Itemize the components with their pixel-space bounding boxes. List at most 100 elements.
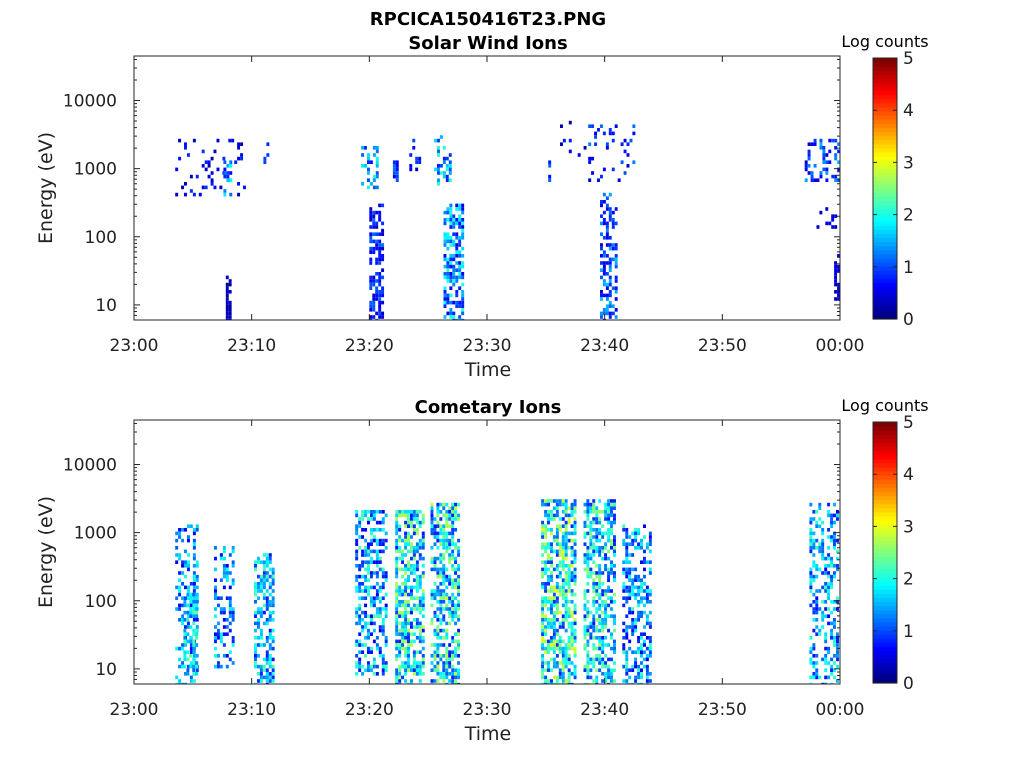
heatmap-cell <box>446 272 450 276</box>
heatmap-cell <box>222 564 226 568</box>
heatmap-cell <box>407 664 410 669</box>
heatmap-cell <box>372 239 376 244</box>
colorbar-segment <box>873 233 897 239</box>
heatmap-cell <box>355 538 359 543</box>
heatmap-cell <box>610 531 613 536</box>
heatmap-cell <box>265 553 269 557</box>
heatmap-cell <box>410 589 413 593</box>
heatmap-cell <box>412 654 416 658</box>
heatmap-cell <box>225 625 229 629</box>
heatmap-cell <box>401 636 405 640</box>
heatmap-cell <box>610 520 613 525</box>
heatmap-cell <box>361 564 365 568</box>
heatmap-cell <box>183 650 187 654</box>
heatmap-cell <box>384 607 388 611</box>
heatmap-cell <box>225 578 229 582</box>
colorbar-segment <box>873 650 897 656</box>
heatmap-cell <box>561 614 565 618</box>
heatmap-cell <box>436 506 440 510</box>
heatmap-cell <box>445 664 449 669</box>
heatmap-cell <box>555 600 559 604</box>
heatmap-cell <box>439 171 443 175</box>
heatmap-cell <box>614 124 618 128</box>
heatmap-cell <box>552 567 556 572</box>
heatmap-cell <box>358 618 362 622</box>
heatmap-cell <box>187 585 190 590</box>
colorbar-segment <box>873 98 897 104</box>
heatmap-cell <box>192 138 196 143</box>
heatmap-cell <box>605 293 609 298</box>
heatmap-cell <box>608 218 612 222</box>
colorbar-segment <box>873 609 897 615</box>
colorbar-segment <box>873 601 897 607</box>
heatmap-cell <box>367 153 370 157</box>
heatmap-cell <box>378 218 382 222</box>
heatmap-cell <box>583 646 587 651</box>
heatmap-cell <box>369 218 373 222</box>
heatmap-cell <box>607 556 611 561</box>
heatmap-cell <box>415 167 419 172</box>
heatmap-cell <box>455 243 459 247</box>
heatmap-cell <box>547 625 550 629</box>
heatmap-cell <box>216 167 220 172</box>
heatmap-cell <box>648 621 652 626</box>
heatmap-cell <box>600 246 603 251</box>
heatmap-cell <box>836 650 839 654</box>
heatmap-cell <box>446 232 450 236</box>
heatmap-cell <box>547 682 550 684</box>
heatmap-cell <box>442 506 446 510</box>
heatmap-cell <box>225 311 229 316</box>
heatmap-cell <box>449 279 453 283</box>
heatmap-cell <box>648 610 652 615</box>
heatmap-cell <box>592 643 596 647</box>
heatmap-cell <box>436 625 440 629</box>
heatmap-cell <box>833 618 836 622</box>
heatmap-cell <box>608 246 612 251</box>
heatmap-cell <box>550 549 553 554</box>
heatmap-cell <box>439 556 443 561</box>
heatmap-cell <box>181 564 185 568</box>
heatmap-cell <box>395 528 399 532</box>
colorbar-segment <box>873 503 897 509</box>
heatmap-cell <box>452 214 456 218</box>
heatmap-cell <box>355 510 359 514</box>
heatmap-cell <box>573 549 577 554</box>
heatmap-cell <box>605 254 609 258</box>
heatmap-cell <box>833 625 836 629</box>
heatmap-cell <box>225 293 229 298</box>
heatmap-cell <box>436 607 440 611</box>
heatmap-cell <box>605 225 609 229</box>
heatmap-cell <box>830 574 834 579</box>
colorbar-segment <box>873 282 897 287</box>
heatmap-cell <box>815 510 819 514</box>
heatmap-cell <box>592 578 596 582</box>
heatmap-cell <box>605 203 609 208</box>
heatmap-cell <box>186 618 190 622</box>
heatmap-cell <box>410 524 413 528</box>
heatmap-cell <box>457 661 461 665</box>
heatmap-cell <box>375 149 379 154</box>
heatmap-cell <box>192 592 196 597</box>
heatmap-cell <box>268 675 272 680</box>
heatmap-cell <box>457 654 461 658</box>
heatmap-cell <box>567 679 571 683</box>
colorbar-segment <box>873 540 897 545</box>
heatmap-cell <box>401 567 405 572</box>
heatmap-cell <box>634 567 638 572</box>
heatmap-cell <box>372 246 376 251</box>
heatmap-cell <box>555 582 559 586</box>
heatmap-cell <box>404 592 408 597</box>
heatmap-cell <box>184 142 187 146</box>
heatmap-cell <box>613 520 616 525</box>
heatmap-cell <box>375 556 379 561</box>
heatmap-cell <box>401 603 405 608</box>
heatmap-cell <box>265 672 269 676</box>
heatmap-cell <box>378 567 382 572</box>
heatmap-cell <box>613 592 616 597</box>
heatmap-cell <box>410 610 413 615</box>
heatmap-cell <box>541 585 545 590</box>
heatmap-cell <box>451 567 455 572</box>
heatmap-cell <box>436 646 440 651</box>
heatmap-cell <box>592 542 596 546</box>
heatmap-cell <box>597 178 600 182</box>
